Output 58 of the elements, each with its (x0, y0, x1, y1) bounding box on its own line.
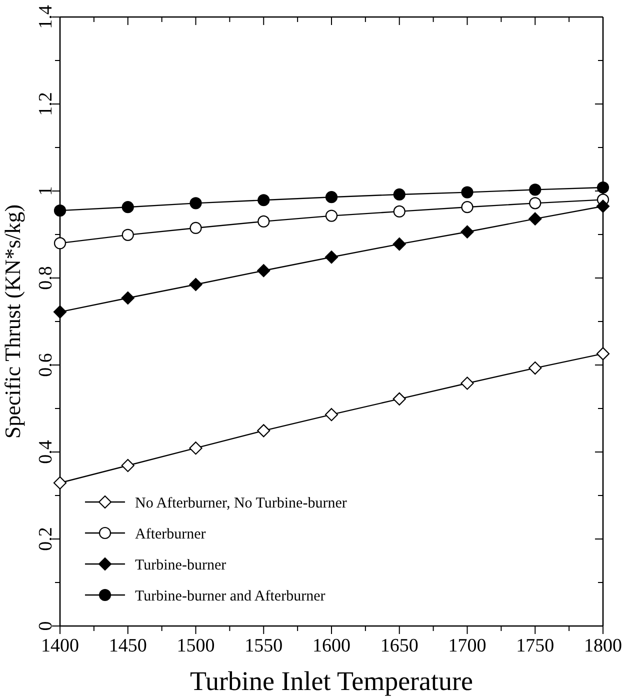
legend-label: No Afterburner, No Turbine-burner (135, 495, 347, 512)
point (324, 250, 338, 264)
point (189, 442, 202, 455)
y-tick-label: 0.2 (36, 527, 57, 551)
point (53, 476, 67, 490)
x-tick-label: 1450 (108, 635, 147, 656)
point (190, 197, 202, 210)
point (529, 184, 542, 196)
point (460, 225, 474, 238)
y-tick-label: 0.4 (36, 440, 57, 464)
y-tick-label: 1 (36, 186, 57, 196)
point (325, 191, 338, 204)
x-tick-label: 1400 (41, 635, 79, 656)
x-axis-title: Turbine Inlet Temperature (190, 666, 474, 696)
x-tick-label: 1650 (380, 635, 418, 656)
point (258, 215, 270, 228)
point (461, 186, 474, 198)
x-tick-label: 1550 (244, 635, 283, 656)
y-tick-label: 0.8 (36, 266, 57, 290)
point (258, 194, 270, 206)
point (392, 238, 406, 251)
point (122, 228, 134, 241)
point (121, 291, 134, 305)
point (393, 188, 406, 201)
point (392, 392, 406, 406)
point (529, 197, 542, 210)
x-tick-label: 1600 (312, 635, 350, 656)
point (189, 278, 202, 292)
point (596, 181, 610, 194)
y-axis-title: Specific Thrust (KN*s/kg) (0, 204, 25, 439)
x-tick-label: 1750 (516, 635, 554, 656)
point (121, 458, 134, 472)
point (190, 222, 202, 234)
point (122, 201, 134, 214)
x-tick-label: 1500 (176, 635, 215, 656)
point (257, 424, 270, 438)
legend-label: Turbine-burner and Afterburner (135, 588, 326, 604)
point (393, 205, 406, 218)
point (54, 204, 66, 217)
y-tick-label: 0 (36, 621, 57, 631)
point (528, 361, 542, 375)
legend-label: Afterburner (135, 526, 206, 542)
point (324, 408, 338, 422)
point (460, 376, 474, 390)
point (325, 210, 338, 222)
point (596, 347, 610, 360)
y-tick-label: 0.6 (36, 353, 57, 377)
y-tick-label: 1.4 (36, 4, 57, 29)
legend-label: Turbine-burner (135, 557, 226, 574)
x-tick-label: 1700 (448, 635, 486, 656)
point (461, 201, 474, 214)
x-tick-label: 1800 (584, 635, 622, 656)
point (53, 305, 67, 318)
point (596, 200, 610, 213)
y-tick-label: 1.2 (36, 92, 57, 116)
point (528, 212, 542, 226)
point (257, 264, 270, 278)
point (54, 237, 66, 250)
